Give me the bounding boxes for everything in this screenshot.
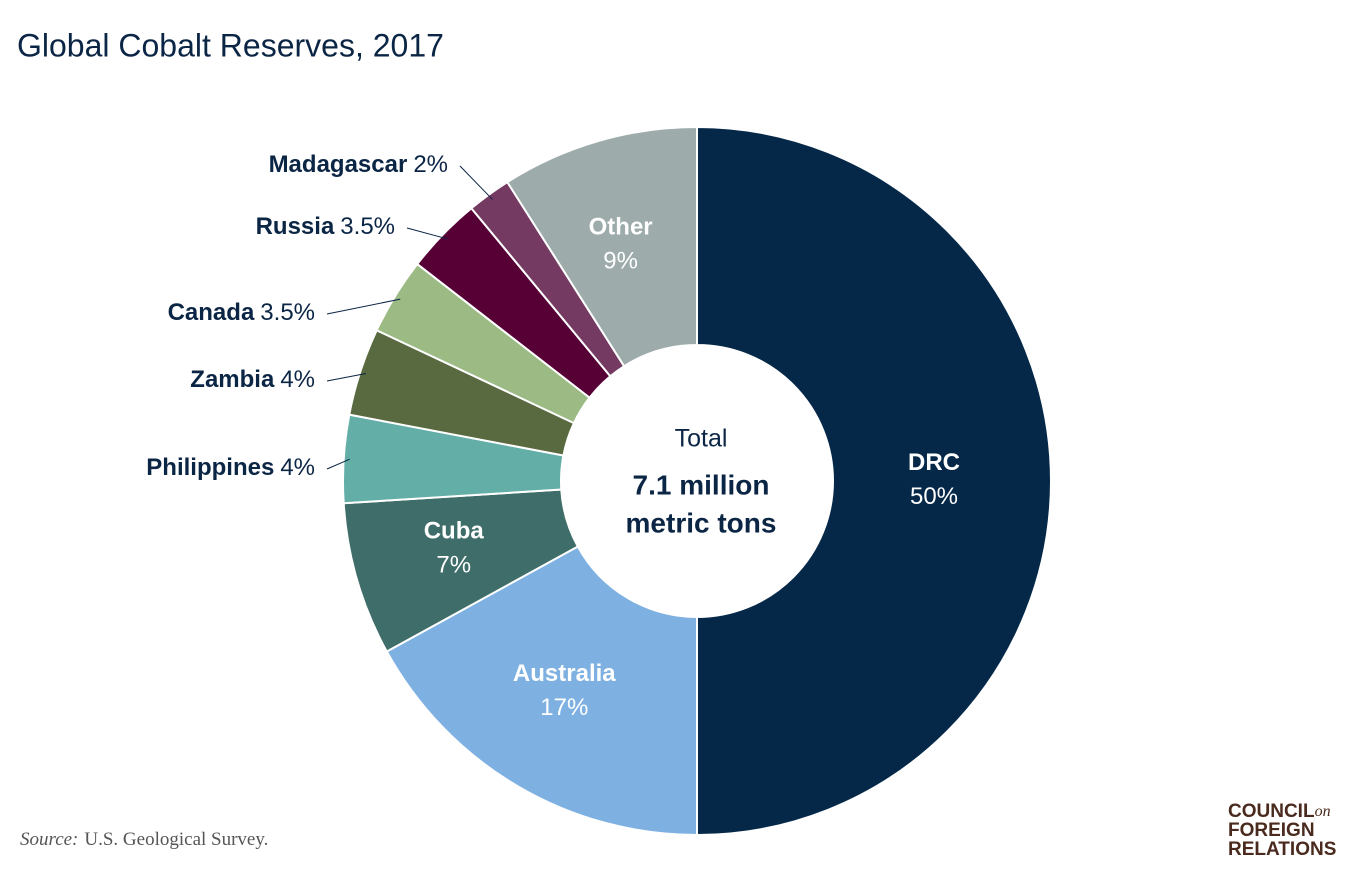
chart-title: Global Cobalt Reserves, 2017 bbox=[17, 27, 444, 63]
category-name: Zambia bbox=[190, 366, 275, 393]
logo-small: on bbox=[1315, 803, 1331, 820]
logo-line: RELATIONS bbox=[1228, 839, 1336, 860]
slice-label: Russia 3.5% bbox=[256, 213, 395, 240]
category-name: Cuba bbox=[424, 518, 485, 545]
logo: COUNCILon FOREIGN RELATIONS bbox=[1228, 801, 1336, 860]
value-label: 2% bbox=[413, 151, 448, 178]
value-label: 4% bbox=[280, 454, 315, 481]
slice bbox=[385, 545, 698, 837]
value-label: 4% bbox=[280, 366, 315, 393]
logo-line: FOREIGN bbox=[1228, 820, 1315, 841]
category-name: Canada bbox=[168, 299, 255, 326]
logo-text: COUNCILon bbox=[1228, 801, 1331, 822]
value-label: 3.5% bbox=[340, 213, 395, 240]
source-text: U.S. Geological Survey. bbox=[84, 829, 268, 850]
value-label: 17% bbox=[540, 694, 588, 721]
center-value: metric tons bbox=[626, 507, 777, 538]
center-label: Total bbox=[675, 425, 728, 453]
source-label: Source: bbox=[20, 829, 78, 850]
slice-label: Canada 3.5% bbox=[168, 299, 315, 326]
leader-line bbox=[459, 165, 493, 200]
slice-label: DRC 50% bbox=[908, 449, 960, 510]
category-name: Other bbox=[589, 214, 653, 241]
category-name: DRC bbox=[908, 449, 960, 476]
value-label: 7% bbox=[436, 552, 471, 579]
logo-line: COUNCIL bbox=[1228, 801, 1315, 822]
slice-label: Australia 17% bbox=[513, 660, 616, 721]
source: Source: U.S. Geological Survey. bbox=[20, 829, 268, 850]
leader-line bbox=[326, 298, 401, 315]
category-name: Philippines bbox=[146, 454, 274, 481]
leader-line bbox=[326, 372, 367, 382]
center-value: 7.1 million bbox=[633, 469, 770, 500]
slice-label: Cuba 7% bbox=[424, 518, 485, 579]
value-label: 9% bbox=[603, 248, 638, 275]
value-label: 50% bbox=[910, 483, 958, 510]
slice bbox=[505, 125, 698, 368]
leader-line bbox=[406, 227, 448, 240]
value-label: 3.5% bbox=[260, 299, 315, 326]
leader-line bbox=[326, 458, 350, 470]
slice bbox=[696, 125, 1052, 837]
category-name: Russia bbox=[256, 213, 335, 240]
slice-label: Zambia 4% bbox=[190, 366, 315, 393]
slice-label: Philippines 4% bbox=[146, 454, 315, 481]
category-name: Madagascar bbox=[269, 151, 408, 178]
slice-label: Other 9% bbox=[589, 214, 653, 275]
slice-label: Madagascar 2% bbox=[269, 151, 448, 178]
category-name: Australia bbox=[513, 660, 616, 687]
